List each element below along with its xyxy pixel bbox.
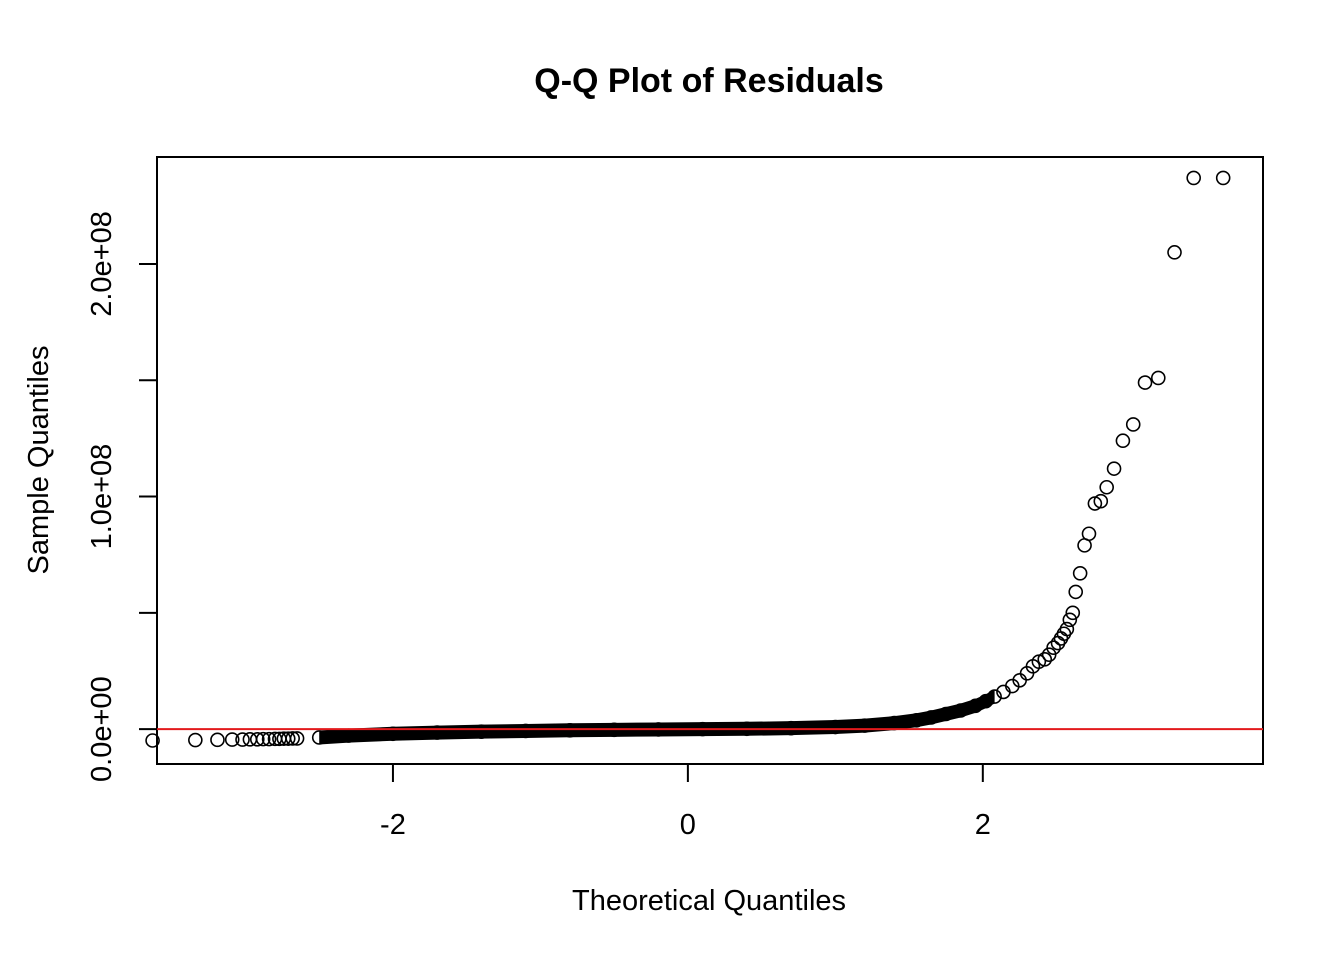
data-point (1186, 170, 1201, 186)
data-point (289, 731, 305, 746)
data-point (261, 731, 277, 747)
y-tick-label: 1.0e+08 (86, 444, 118, 550)
plot-area (145, 170, 1263, 748)
data-point (1062, 612, 1078, 628)
data-point (953, 703, 968, 718)
chart-title: Q-Q Plot of Residuals (534, 62, 883, 100)
y-tick-label: 2.0e+08 (86, 211, 118, 317)
data-point (1068, 584, 1084, 600)
data-point (1150, 370, 1166, 386)
data-point (1167, 245, 1182, 260)
x-tick-label: 0 (680, 809, 696, 841)
data-point (938, 706, 954, 722)
data-point (987, 689, 1002, 704)
data-point (210, 732, 225, 748)
data-point (857, 718, 873, 733)
data-point (145, 733, 160, 748)
data-point (224, 732, 240, 747)
y-tick-label: 0.0e+00 (86, 676, 118, 782)
data-point (518, 723, 533, 739)
data-point (311, 730, 327, 745)
data-point (1215, 170, 1231, 186)
data-point (1093, 493, 1109, 509)
data-point (562, 722, 578, 738)
data-point (1059, 621, 1075, 637)
data-point (280, 731, 296, 746)
data-point (1072, 565, 1088, 581)
data-point (1046, 640, 1061, 656)
x-axis: -2 0 2 (380, 763, 991, 841)
data-point (828, 719, 843, 735)
data-point (1115, 433, 1131, 449)
data-point (1099, 479, 1114, 495)
data-point (1037, 652, 1053, 667)
data-point (923, 710, 939, 725)
y-axis: 0.0e+00 1.0e+08 2.0e+08 (86, 211, 158, 782)
x-tick-label: -2 (380, 809, 406, 841)
data-point (255, 731, 271, 747)
data-point (429, 725, 445, 740)
data-point (285, 731, 300, 746)
data-point (1056, 626, 1072, 642)
x-axis-label: Theoretical Quantiles (572, 885, 846, 917)
data-point (1137, 375, 1153, 390)
data-point (1065, 605, 1081, 621)
data-point (385, 726, 401, 742)
data-point (1053, 631, 1069, 646)
x-tick-label: 2 (975, 809, 991, 841)
data-point (242, 732, 258, 747)
data-point (249, 732, 265, 747)
data-point (1125, 417, 1141, 432)
data-point (1106, 461, 1122, 476)
data-point (188, 732, 203, 748)
plot-frame (156, 156, 1264, 765)
y-axis-label: Sample Quantiles (23, 346, 55, 575)
data-point (909, 712, 924, 728)
data-point (1081, 526, 1097, 542)
data-point (235, 732, 250, 747)
data-point (978, 693, 994, 709)
data-point (474, 724, 489, 739)
